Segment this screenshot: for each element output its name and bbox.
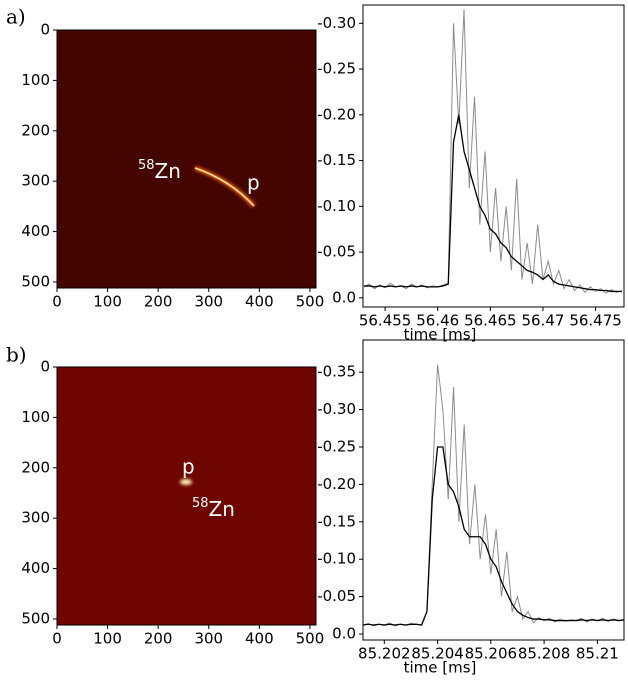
x-tick-label: 200 xyxy=(144,293,173,311)
x-tick-label: 100 xyxy=(93,630,122,648)
y-tick-label: 0.0 xyxy=(332,288,356,306)
detector-image xyxy=(57,367,316,625)
y-tick-label: 0 xyxy=(40,21,50,39)
annotation: 58Zn xyxy=(192,496,235,521)
series-line xyxy=(364,114,622,293)
y-tick-label: -0.25 xyxy=(317,437,356,455)
x-tick-label: 400 xyxy=(245,630,274,648)
y-tick-label: -0.30 xyxy=(317,400,356,418)
y-tick-label: 400 xyxy=(21,559,50,577)
series-line xyxy=(363,9,623,294)
x-axis-label: time [ms] xyxy=(404,326,477,344)
y-tick-label: -0.05 xyxy=(317,243,356,261)
plot-frame xyxy=(362,339,625,641)
x-tick-label: 300 xyxy=(194,630,223,648)
y-tick-label: 400 xyxy=(21,222,50,240)
panel-label: b) xyxy=(6,343,27,367)
detector-image xyxy=(57,30,316,288)
annotation-sup: 58 xyxy=(192,496,209,511)
plot-frame xyxy=(362,4,625,308)
y-tick-label: 0.0 xyxy=(332,625,356,643)
x-tick-label: 0 xyxy=(52,630,62,648)
y-tick-label: 500 xyxy=(21,609,50,627)
x-tick-label: 85.202 xyxy=(358,645,411,663)
annotation: p xyxy=(182,455,195,479)
y-tick-label: 300 xyxy=(21,172,50,190)
plot-frame xyxy=(56,29,317,289)
annotation-text: Zn xyxy=(209,497,235,521)
x-tick-label: 0 xyxy=(52,293,62,311)
x-tick-label: 300 xyxy=(194,293,223,311)
plot-frame xyxy=(56,366,317,626)
y-tick-label: -0.05 xyxy=(317,587,356,605)
x-tick-label: 85.21 xyxy=(576,645,619,663)
y-tick-label: 0 xyxy=(40,358,50,376)
y-tick-label: -0.20 xyxy=(317,475,356,493)
y-tick-label: -0.10 xyxy=(317,550,356,568)
annotation-text: Zn xyxy=(155,159,181,183)
annotation-sup: 58 xyxy=(138,158,155,173)
x-tick-label: 85.204 xyxy=(411,645,464,663)
y-tick-label: -0.15 xyxy=(317,512,356,530)
y-tick-label: -0.25 xyxy=(317,60,356,78)
x-tick-label: 56.455 xyxy=(359,312,412,330)
x-tick-label: 200 xyxy=(144,630,173,648)
x-tick-label: 100 xyxy=(93,293,122,311)
y-tick-label: -0.35 xyxy=(317,363,356,381)
y-tick-label: -0.20 xyxy=(317,105,356,123)
y-tick-label: -0.15 xyxy=(317,151,356,169)
y-tick-label: 200 xyxy=(21,121,50,139)
x-tick-label: 56.465 xyxy=(464,312,517,330)
x-tick-label: 85.208 xyxy=(518,645,571,663)
panel-label: a) xyxy=(6,5,26,29)
series-line xyxy=(362,446,625,626)
x-tick-label: 400 xyxy=(245,293,274,311)
x-tick-label: 56.47 xyxy=(521,312,564,330)
y-tick-label: 100 xyxy=(21,408,50,426)
y-tick-label: 500 xyxy=(21,272,50,290)
y-tick-label: -0.10 xyxy=(317,197,356,215)
x-tick-label: 85.206 xyxy=(465,645,518,663)
x-tick-label: 56.46 xyxy=(416,312,459,330)
annotation: p xyxy=(247,171,260,195)
y-tick-label: 100 xyxy=(21,71,50,89)
x-tick-label: 500 xyxy=(296,630,325,648)
annotation: 58Zn xyxy=(138,158,181,183)
x-axis-label: time [ms] xyxy=(404,659,477,677)
series-line xyxy=(362,364,625,627)
x-tick-label: 56.475 xyxy=(569,312,622,330)
y-tick-label: -0.30 xyxy=(317,14,356,32)
x-tick-label: 500 xyxy=(296,293,325,311)
y-tick-label: 300 xyxy=(21,509,50,527)
y-tick-label: 200 xyxy=(21,458,50,476)
